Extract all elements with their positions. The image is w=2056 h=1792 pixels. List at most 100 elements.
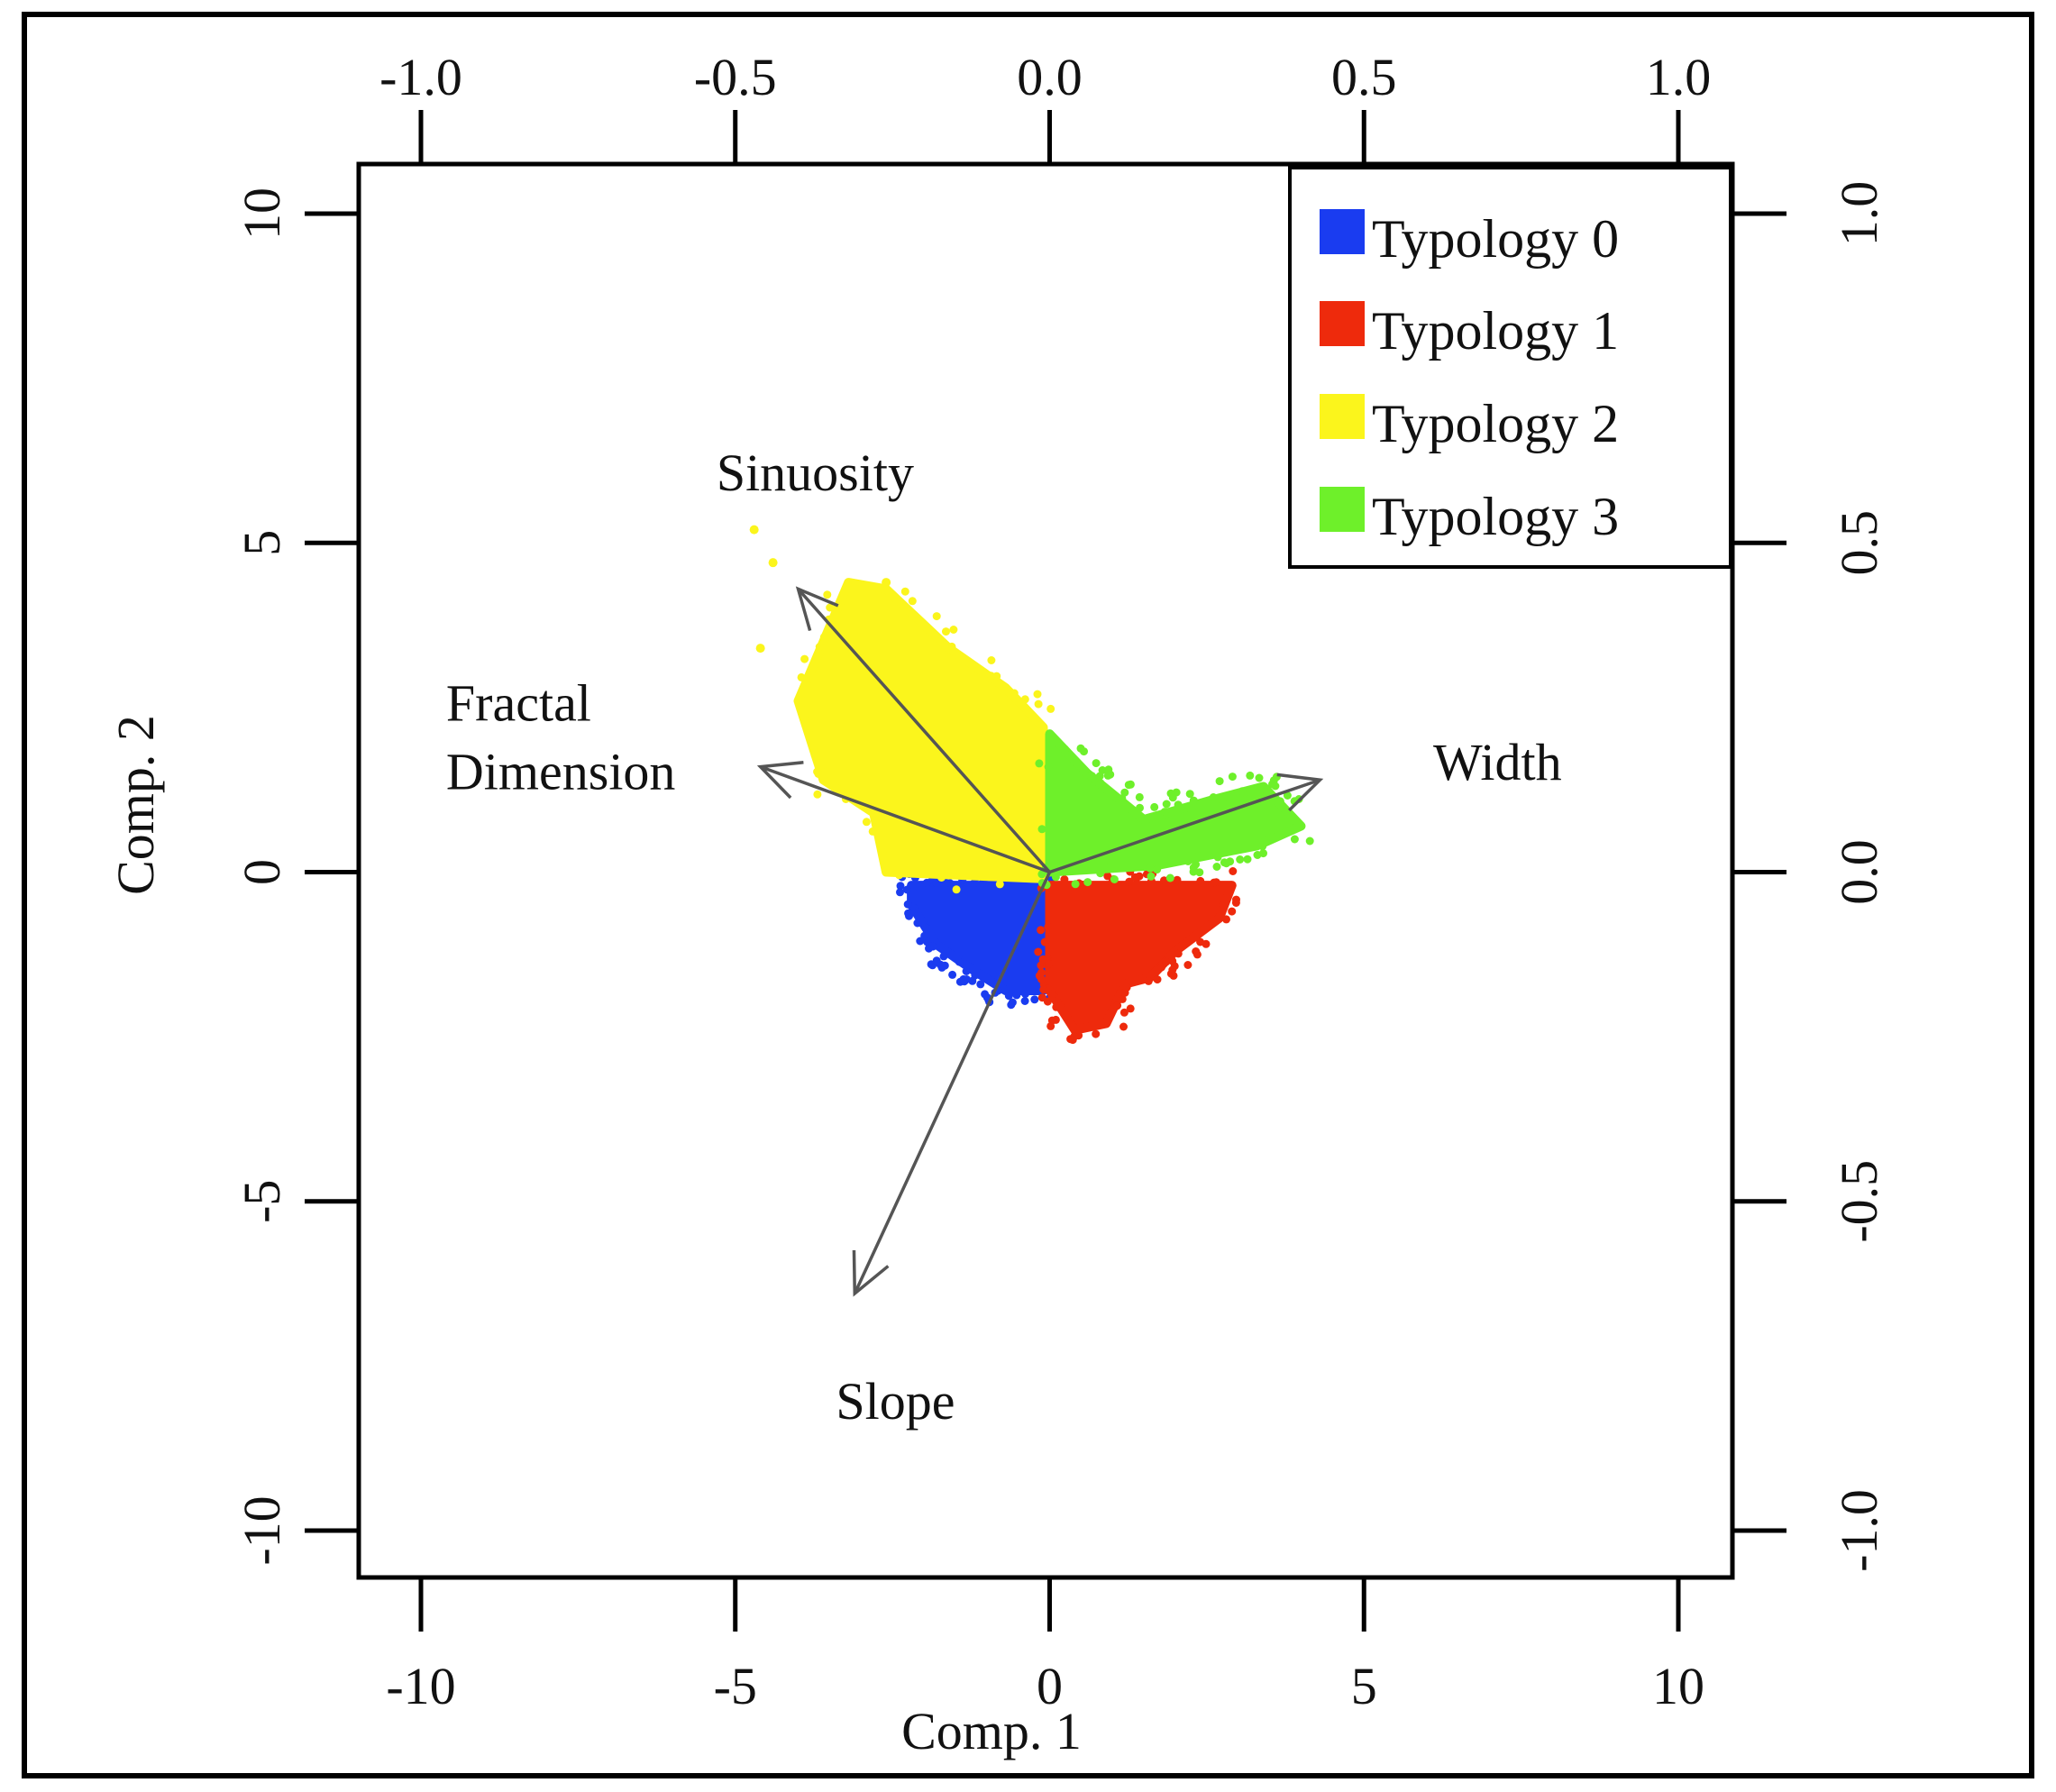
legend-label: Typology 0 — [1372, 209, 1619, 269]
loading-arrow-width — [1048, 773, 1324, 874]
data-point — [1213, 853, 1222, 862]
data-point — [959, 974, 968, 983]
data-point — [1183, 961, 1192, 969]
data-point — [1092, 759, 1101, 768]
data-point — [1160, 876, 1168, 885]
data-point — [1153, 975, 1162, 984]
x-axis-title: Comp. 1 — [901, 1702, 1082, 1760]
legend-label: Typology 3 — [1372, 487, 1619, 546]
data-point — [797, 672, 806, 681]
right-tick-label: 0.0 — [1830, 839, 1888, 905]
data-point — [995, 880, 1004, 889]
y-tick-label: 0 — [233, 859, 291, 885]
data-point — [1174, 800, 1183, 809]
data-point — [1271, 782, 1280, 791]
data-point — [1183, 857, 1192, 865]
data-point — [1290, 835, 1299, 844]
data-point — [1220, 858, 1229, 867]
data-point — [1228, 773, 1237, 782]
data-point — [937, 963, 946, 972]
arrow-shaft — [853, 871, 1052, 1294]
data-point — [952, 885, 961, 894]
legend-swatch — [1320, 394, 1365, 439]
data-point — [955, 957, 964, 966]
data-point — [1231, 899, 1240, 907]
right-tick-label: -1.0 — [1830, 1489, 1888, 1572]
variable-label: Fractal Dimension — [446, 673, 676, 800]
data-point — [1125, 877, 1134, 886]
legend-swatch — [1320, 301, 1365, 346]
variable-label-line: Sinuosity — [717, 443, 914, 502]
data-point — [902, 885, 911, 894]
data-point — [987, 672, 996, 681]
data-point — [932, 956, 941, 965]
data-point — [939, 952, 948, 961]
data-point — [749, 525, 759, 535]
axes: -10 -5 0 5 10 -1.0 -0.5 0.0 0.5 1.0 -10 -5 0 5 10 -1.0 -… — [233, 48, 1888, 1715]
data-point — [1035, 759, 1044, 768]
data-point — [1040, 937, 1049, 946]
data-point — [905, 911, 913, 920]
loading-arrows — [756, 586, 1324, 1297]
data-point — [920, 931, 929, 940]
legend-swatch — [1320, 487, 1365, 532]
data-point — [969, 879, 978, 888]
variable-label-line: Fractal — [446, 673, 591, 732]
variable-label: Width — [1433, 733, 1562, 791]
data-point — [1037, 825, 1046, 834]
y-tick-label: 5 — [233, 530, 291, 556]
data-point — [1144, 976, 1153, 985]
data-point — [1246, 771, 1255, 780]
data-point — [962, 967, 971, 975]
data-point — [1039, 985, 1048, 994]
data-point — [1153, 865, 1162, 874]
legend-label: Typology 2 — [1372, 394, 1619, 453]
data-point — [1192, 860, 1201, 869]
data-point — [1118, 794, 1127, 803]
data-point — [1033, 690, 1042, 699]
data-point — [1259, 849, 1267, 858]
data-point — [1021, 990, 1029, 999]
x-tick-label: 0 — [1037, 1657, 1063, 1715]
data-point — [1168, 956, 1177, 965]
data-point — [1118, 994, 1127, 1003]
data-point — [942, 627, 950, 636]
data-point — [1096, 779, 1105, 788]
data-point — [1210, 878, 1219, 887]
data-point — [1275, 797, 1284, 806]
loading-arrow-fractal-dimension — [756, 761, 1051, 874]
data-point — [908, 597, 917, 606]
data-point — [1243, 855, 1252, 864]
data-point — [1071, 880, 1080, 889]
data-point — [932, 612, 941, 621]
data-point — [1124, 781, 1133, 790]
data-point — [868, 827, 877, 836]
data-point — [903, 900, 912, 909]
top-tick-label: -0.5 — [694, 48, 777, 106]
data-point — [1136, 803, 1144, 812]
data-point — [1192, 950, 1202, 959]
arrow-head — [795, 586, 839, 632]
data-point — [1196, 876, 1205, 885]
data-point — [862, 818, 871, 827]
legend-item: Typology 1 — [1320, 301, 1619, 361]
data-point — [1076, 744, 1085, 753]
x-tick-label: 10 — [1652, 1657, 1704, 1715]
data-point — [1095, 772, 1104, 781]
x-tick-label: -10 — [386, 1657, 455, 1715]
data-point — [913, 919, 922, 928]
data-point — [1162, 957, 1171, 966]
data-point — [1209, 793, 1218, 801]
data-point — [1195, 868, 1204, 877]
legend-item: Typology 0 — [1320, 209, 1619, 269]
legend-item: Typology 3 — [1320, 487, 1619, 546]
data-point — [1135, 792, 1144, 801]
data-point — [1157, 963, 1165, 972]
data-point — [896, 882, 905, 891]
top-tick-label: 0.5 — [1331, 48, 1397, 106]
data-point — [920, 923, 929, 932]
legend: Typology 0 Typology 1 Typology 2 Typology 3 — [1288, 166, 1732, 569]
data-point — [1168, 793, 1177, 802]
data-point — [1236, 855, 1245, 864]
y-tick-label: -5 — [233, 1180, 291, 1223]
